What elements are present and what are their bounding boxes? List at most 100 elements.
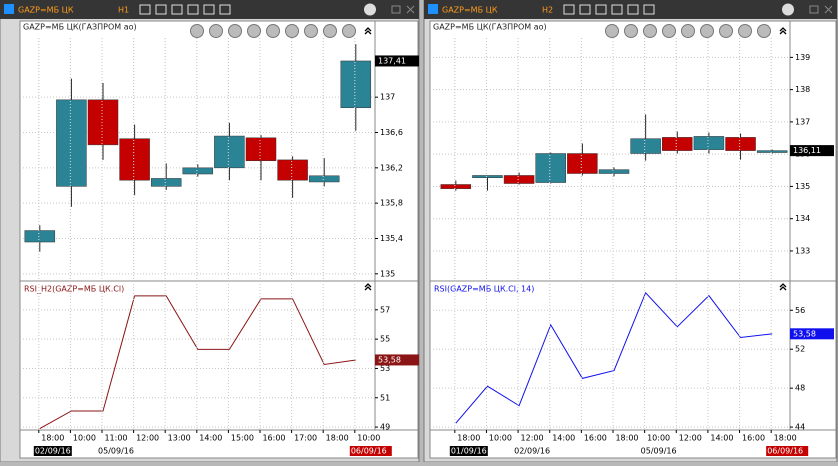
nav-button[interactable] <box>605 24 619 38</box>
title-bar <box>0 0 419 19</box>
nav-button[interactable] <box>700 24 714 38</box>
x-tick-label: 15:00 <box>231 434 254 443</box>
nav-button[interactable] <box>247 24 261 38</box>
x-tick-label: 16:00 <box>742 434 765 443</box>
nav-button[interactable] <box>323 24 337 38</box>
close-button[interactable] <box>824 5 833 14</box>
nav-button[interactable] <box>624 24 638 38</box>
current-value-marker <box>375 55 419 67</box>
toolbar-button[interactable] <box>643 4 655 15</box>
toolbar-button[interactable] <box>595 4 607 15</box>
y-tick-label: 136,2 <box>380 163 403 172</box>
x-tick-label: 18:00 <box>774 434 797 443</box>
x-tick-label: 11:00 <box>104 434 127 443</box>
symbol-title: GAZP=МБ ЦК <box>442 6 498 15</box>
toolbar-button[interactable] <box>187 4 199 15</box>
y-tick-label: 138 <box>795 85 810 94</box>
x-tick-label: 14:00 <box>710 434 733 443</box>
symbol-title: GAZP=МБ ЦК <box>18 6 74 15</box>
toolbar-button[interactable] <box>563 4 575 15</box>
collapse-icon[interactable] <box>779 27 787 35</box>
x-tick-label: 17:00 <box>294 434 317 443</box>
candle-body <box>567 153 598 174</box>
nav-button[interactable] <box>266 24 280 38</box>
date-label: 05/09/16 <box>98 447 134 456</box>
date-label: 06/09/16 <box>351 447 387 456</box>
x-tick-label: 18:00 <box>326 434 349 443</box>
axis-area <box>789 20 837 431</box>
nav-button[interactable] <box>738 24 752 38</box>
y-tick-label: 44 <box>795 423 805 432</box>
close-button[interactable] <box>406 5 415 14</box>
toolbar-button[interactable] <box>155 4 167 15</box>
window-icon <box>4 4 14 14</box>
y-tick-label: 52 <box>795 345 805 354</box>
rsi-line <box>455 291 773 424</box>
toolbar-button[interactable] <box>203 4 215 15</box>
candle-body <box>630 138 661 154</box>
chart-title: GAZP=МБ ЦК(ГАЗПРОМ ао) <box>23 23 137 32</box>
candle-body <box>340 60 372 109</box>
candle-body <box>756 150 788 153</box>
current-value-label: 136,11 <box>793 146 821 155</box>
nav-button[interactable] <box>304 24 318 38</box>
nav-button[interactable] <box>190 24 204 38</box>
toolbar-button[interactable] <box>171 4 183 15</box>
nav-button[interactable] <box>209 24 223 38</box>
x-tick-label: 16:00 <box>262 434 285 443</box>
date-box <box>766 446 809 456</box>
minimize-button[interactable] <box>391 5 401 14</box>
candle-body <box>56 99 87 187</box>
toolbar-button[interactable] <box>219 4 231 15</box>
current-value-label: 53,58 <box>378 355 401 364</box>
nav-button[interactable] <box>719 24 733 38</box>
nav-button[interactable] <box>228 24 242 38</box>
nav-button[interactable] <box>643 24 657 38</box>
y-tick-label: 135 <box>795 182 810 191</box>
toolbar-button[interactable] <box>627 4 639 15</box>
candle-body <box>277 159 308 181</box>
toolbar-button[interactable] <box>579 4 591 15</box>
currency-button[interactable] <box>782 3 794 16</box>
date-label: 01/09/16 <box>451 447 487 456</box>
candle-body <box>535 153 566 183</box>
indicator-title: RSI_H2(GAZP=МБ ЦК.Cl) <box>24 285 124 294</box>
minimize-button[interactable] <box>809 5 819 14</box>
x-tick-label: 10:00 <box>357 434 380 443</box>
title-bar <box>424 0 837 19</box>
nav-button[interactable] <box>662 24 676 38</box>
nav-button[interactable] <box>681 24 695 38</box>
x-tick-label: 13:00 <box>168 434 191 443</box>
collapse-icon[interactable] <box>364 283 372 291</box>
toolbar-button[interactable] <box>611 4 623 15</box>
x-tick-label: 10:00 <box>489 434 512 443</box>
collapse-icon[interactable] <box>364 27 372 35</box>
candle-body <box>440 184 472 189</box>
interval-title: H1 <box>118 6 129 15</box>
chart-title: GAZP=МБ ЦК(ГАЗПРОМ ао) <box>433 23 547 32</box>
y-tick-label: 53 <box>380 364 390 373</box>
y-tick-label: 135,4 <box>380 234 403 243</box>
x-tick-label: 14:00 <box>199 434 222 443</box>
toolbar-button[interactable] <box>139 4 151 15</box>
x-axis-area <box>19 429 419 459</box>
nav-button[interactable] <box>342 24 356 38</box>
collapse-icon[interactable] <box>779 283 787 291</box>
nav-button[interactable] <box>285 24 299 38</box>
candle-body <box>214 135 245 169</box>
candle-body <box>662 137 693 151</box>
y-tick-label: 56 <box>795 306 805 315</box>
nav-button[interactable] <box>757 24 771 38</box>
current-value-label: 53,58 <box>793 329 816 338</box>
y-tick-label: 135,8 <box>380 199 403 208</box>
candle-body <box>245 137 277 162</box>
rsi-line <box>39 295 356 429</box>
x-tick-label: 10:00 <box>73 434 96 443</box>
x-tick-label: 18:00 <box>457 434 480 443</box>
currency-button[interactable] <box>364 3 376 16</box>
y-tick-label: 139 <box>795 53 810 62</box>
candle-body <box>150 178 182 187</box>
y-tick-label: 135 <box>380 269 395 278</box>
